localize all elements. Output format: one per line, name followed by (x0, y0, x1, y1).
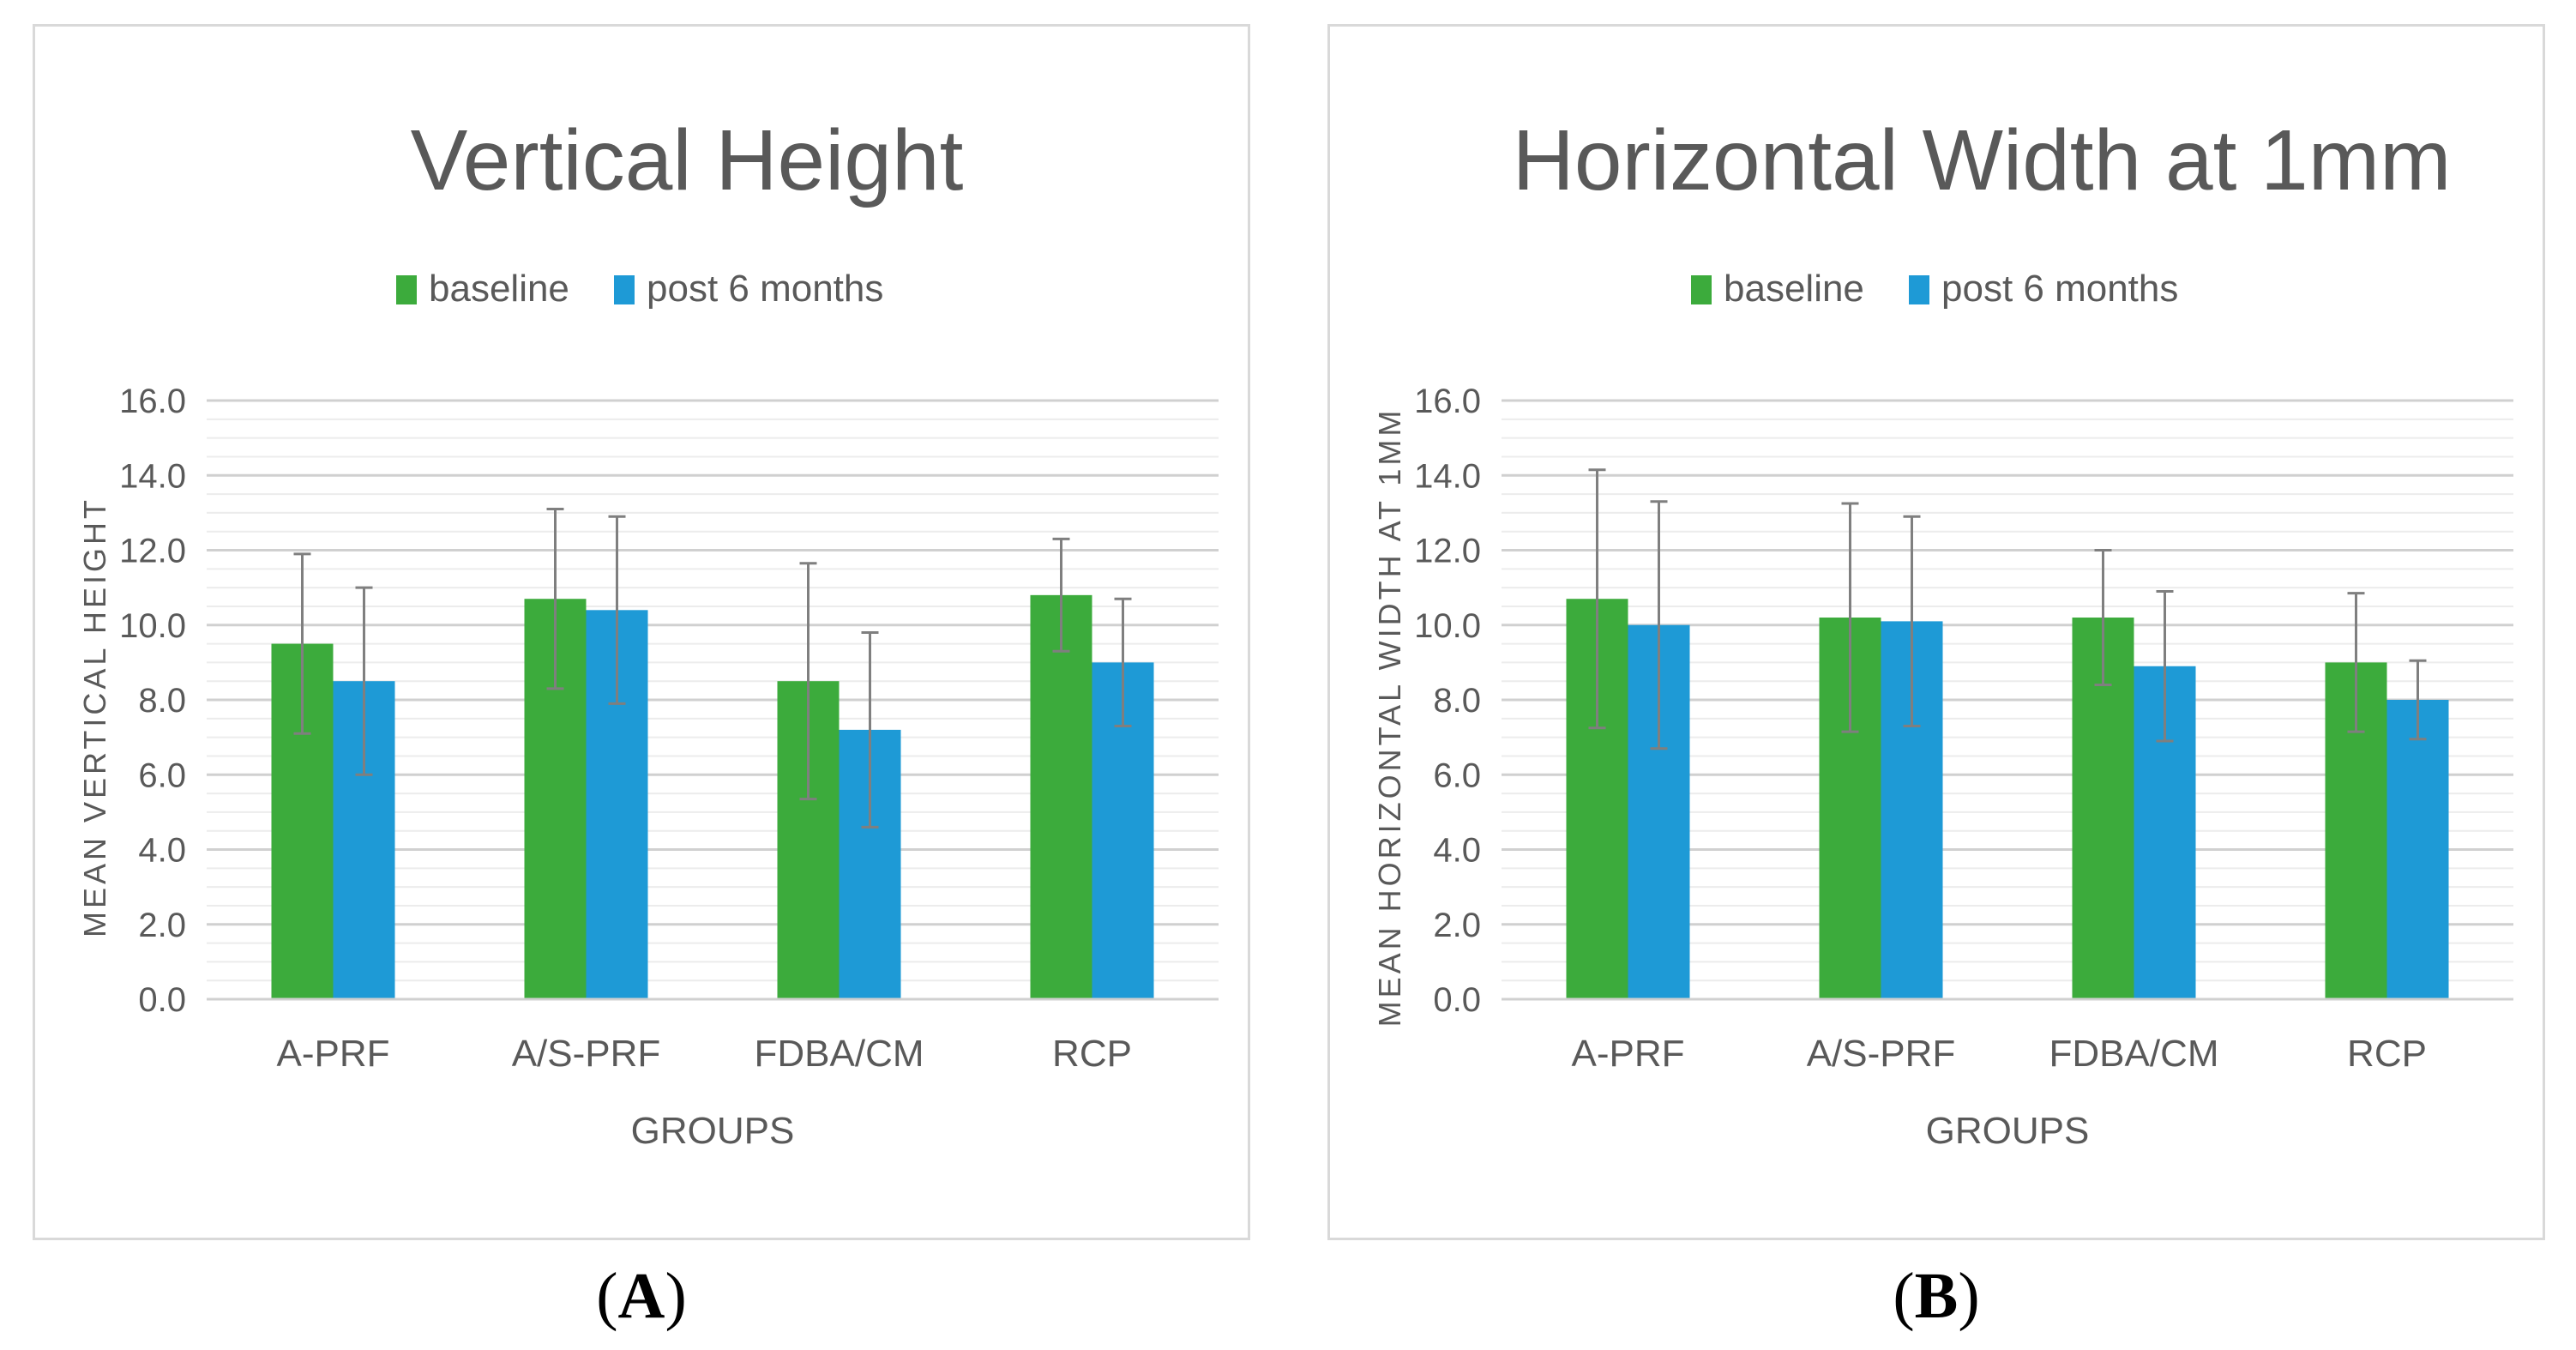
error-bar-post-6-months-a-s-prf (608, 515, 626, 705)
x-tick-label-a-prf: A-PRF (277, 1033, 390, 1075)
error-bar-post-6-months-fdba-cm (2156, 589, 2174, 743)
panel-label-b: (B) (1893, 1260, 1980, 1332)
x-tick-label-rcp: RCP (2347, 1033, 2427, 1075)
y-axis-ticks: 0.0 2.0 4.0 6.0 8.0 10.0 12.0 14.0 16.0 (1414, 383, 1481, 1019)
y-tick-label: 4.0 (1433, 832, 1481, 870)
error-bar-baseline-fdba-cm (2094, 549, 2112, 687)
y-tick-label: 10.0 (1414, 607, 1481, 645)
x-tick-label-a-s-prf: A/S-PRF (1807, 1033, 1956, 1075)
error-bar-baseline-a-s-prf (546, 508, 564, 690)
y-tick-label: 16.0 (119, 383, 186, 420)
y-tick-label: 6.0 (1433, 756, 1481, 794)
x-tick-label-a-s-prf: A/S-PRF (512, 1033, 661, 1075)
y-axis-label: MEAN VERTICAL HEIGHT (77, 497, 112, 937)
legend: baseline post 6 months (396, 268, 883, 310)
x-tick-label-fdba-cm: FDBA/CM (755, 1033, 924, 1075)
error-bar-post-6-months-rcp (2409, 659, 2427, 741)
y-tick-label: 6.0 (138, 756, 186, 794)
bars (1566, 468, 2449, 999)
y-tick-label: 0.0 (1433, 981, 1481, 1019)
error-bar-baseline-rcp (1052, 537, 1070, 653)
error-bar-baseline-a-prf (1588, 468, 1606, 730)
legend-label-baseline: baseline (429, 268, 569, 310)
y-tick-label: 8.0 (138, 682, 186, 720)
chart-title: Vertical Height (411, 112, 964, 208)
bar-post-6-months-rcp (2386, 700, 2449, 999)
y-tick-label: 16.0 (1414, 383, 1481, 420)
y-tick-label: 14.0 (119, 457, 186, 495)
chart-panel-horizontal-width: Horizontal Width at 1mm baseline post 6 mo… (1327, 24, 2545, 1240)
x-tick-label-fdba-cm: FDBA/CM (2049, 1033, 2219, 1075)
x-axis-label: GROUPS (1926, 1110, 2090, 1152)
x-tick-label-rcp: RCP (1052, 1033, 1132, 1075)
legend-swatch-post-6-months (614, 275, 635, 304)
y-tick-label: 12.0 (119, 533, 186, 570)
error-bar-baseline-fdba-cm (799, 562, 817, 801)
error-bar-post-6-months-fdba-cm (861, 630, 879, 829)
x-tick-label-a-prf: A-PRF (1572, 1033, 1685, 1075)
y-tick-label: 2.0 (1433, 907, 1481, 944)
legend: baseline post 6 months (1691, 268, 2178, 310)
error-bar-baseline-a-s-prf (1841, 502, 1859, 733)
y-tick-label: 0.0 (138, 981, 186, 1019)
y-tick-label: 14.0 (1414, 457, 1481, 495)
y-tick-label: 2.0 (138, 907, 186, 944)
legend-swatch-post-6-months (1909, 275, 1929, 304)
legend-label-post-6-months: post 6 months (1941, 268, 2178, 310)
bars (271, 508, 1154, 999)
legend-swatch-baseline (396, 275, 417, 304)
bar-baseline-rcp (1030, 594, 1092, 999)
error-bar-post-6-months-a-prf (355, 586, 373, 776)
vertical-height-chart: Vertical Height baseline post 6 months 0.0 2… (77, 112, 1219, 1152)
y-tick-label: 12.0 (1414, 533, 1481, 570)
legend-label-baseline: baseline (1724, 268, 1864, 310)
y-tick-label: 8.0 (1433, 682, 1481, 720)
x-axis-label: GROUPS (631, 1110, 795, 1152)
y-axis-label: MEAN HORIZONTAL WIDTH AT 1MM (1372, 407, 1407, 1028)
panel-label-a: (A) (596, 1260, 687, 1332)
chart-title: Horizontal Width at 1mm (1513, 112, 2452, 208)
y-tick-label: 10.0 (119, 607, 186, 645)
y-axis-ticks: 0.0 2.0 4.0 6.0 8.0 10.0 12.0 14.0 16.0 (119, 383, 186, 1019)
error-bar-post-6-months-a-prf (1650, 500, 1668, 750)
error-bar-post-6-months-rcp (1114, 597, 1132, 728)
error-bar-baseline-a-prf (293, 552, 311, 735)
horizontal-width-chart: Horizontal Width at 1mm baseline post 6 mo… (1372, 112, 2513, 1152)
legend-swatch-baseline (1691, 275, 1712, 304)
error-bar-baseline-rcp (2347, 592, 2365, 733)
legend-label-post-6-months: post 6 months (647, 268, 883, 310)
chart-panel-vertical-height: Vertical Height baseline post 6 months 0.0 2… (33, 24, 1250, 1240)
y-tick-label: 4.0 (138, 832, 186, 870)
error-bar-post-6-months-a-s-prf (1903, 515, 1921, 728)
